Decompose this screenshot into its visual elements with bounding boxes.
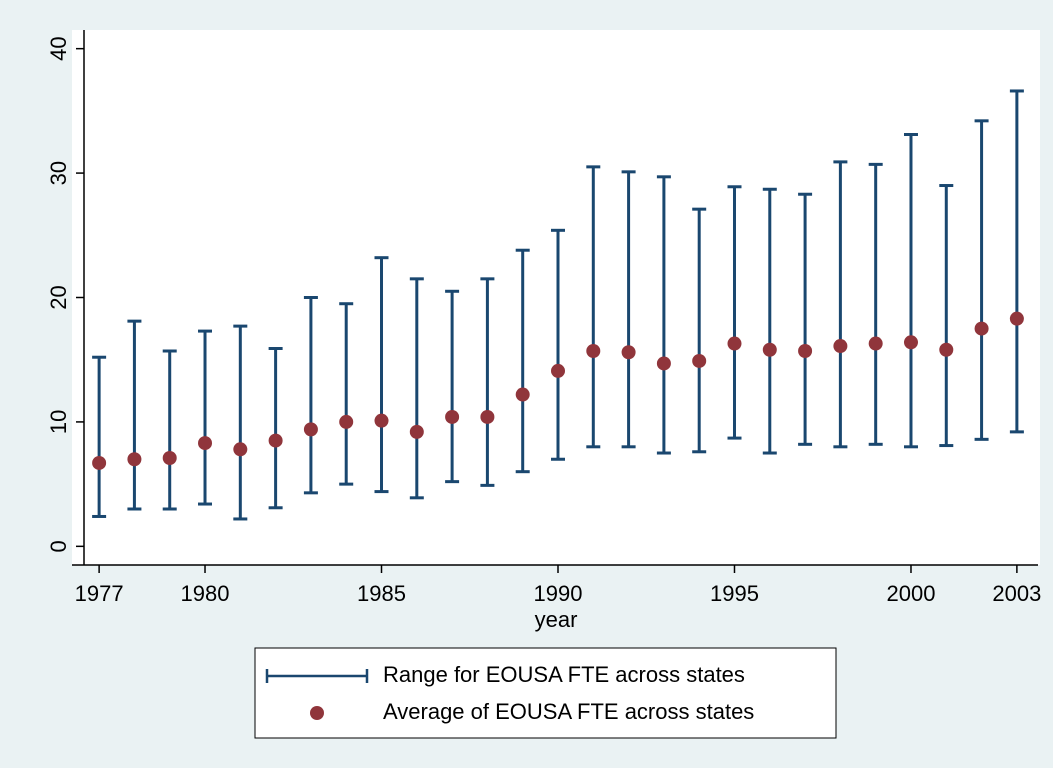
average-point — [339, 414, 354, 429]
average-point — [762, 342, 777, 357]
average-point — [1009, 311, 1024, 326]
y-tick-label: 0 — [46, 540, 71, 552]
average-point — [92, 455, 107, 470]
legend-label: Range for EOUSA FTE across states — [383, 662, 745, 687]
average-point — [903, 335, 918, 350]
average-point — [692, 353, 707, 368]
y-tick-label: 30 — [46, 161, 71, 185]
average-point — [268, 433, 283, 448]
y-tick-label: 10 — [46, 410, 71, 434]
average-point — [868, 336, 883, 351]
plot-area — [72, 30, 1040, 565]
average-point — [374, 413, 389, 428]
average-point — [586, 344, 601, 358]
average-point — [621, 345, 636, 360]
average-point — [127, 452, 142, 467]
x-axis-label: year — [535, 607, 578, 632]
x-tick-label: 1980 — [181, 581, 230, 606]
x-tick-label: 1990 — [534, 581, 583, 606]
average-point — [303, 422, 318, 437]
y-tick-label: 20 — [46, 285, 71, 309]
x-tick-label: 1985 — [357, 581, 406, 606]
x-tick-label: 2003 — [992, 581, 1041, 606]
average-point — [445, 409, 460, 424]
average-point — [833, 339, 848, 354]
average-point — [798, 344, 813, 358]
average-point — [198, 436, 213, 451]
average-point — [233, 442, 248, 457]
legend-icon — [310, 706, 324, 720]
average-point — [480, 409, 495, 424]
legend — [254, 647, 837, 739]
average-point — [727, 336, 742, 351]
x-tick-label: 2000 — [887, 581, 936, 606]
average-point — [162, 451, 177, 465]
x-tick-label: 1995 — [710, 581, 759, 606]
average-point — [515, 387, 530, 402]
legend-label: Average of EOUSA FTE across states — [383, 699, 754, 724]
average-point — [656, 356, 671, 371]
average-point — [409, 424, 424, 439]
average-point — [939, 342, 954, 357]
x-tick-label: 1977 — [75, 581, 124, 606]
average-point — [974, 321, 989, 336]
y-tick-label: 40 — [46, 36, 71, 60]
average-point — [551, 363, 565, 378]
